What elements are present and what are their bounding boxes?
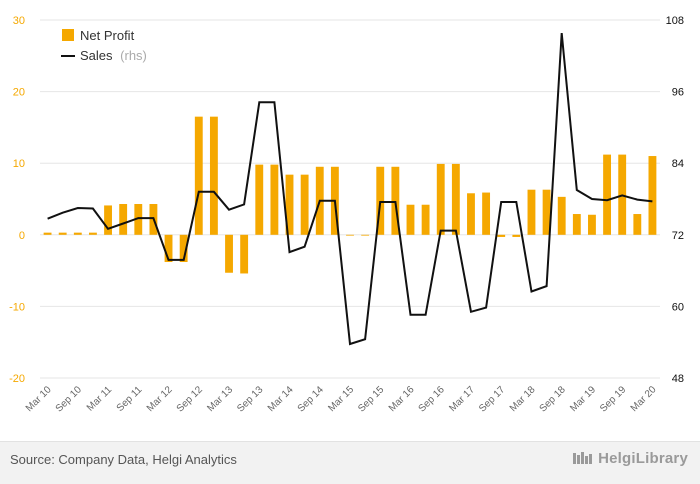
net-profit-bar [437, 164, 445, 235]
legend-label-sales: Sales [80, 48, 113, 63]
net-profit-bar [89, 233, 97, 235]
left-tick-label: -10 [9, 301, 25, 313]
net-profit-bar [255, 165, 263, 235]
x-tick-label: Sep 14 [296, 384, 326, 414]
net-profit-bar [573, 214, 581, 235]
net-profit-bar [512, 235, 520, 237]
left-tick-label: 0 [19, 230, 25, 242]
net-profit-bar [210, 117, 218, 235]
legend-label-sales-group: Sales (rhs) [80, 48, 147, 63]
legend-label-net-profit: Net Profit [80, 28, 135, 43]
source-note: Source: Company Data, Helgi Analytics [10, 452, 237, 467]
brand-name: HelgiLibrary [598, 450, 688, 467]
net-profit-bar [240, 235, 248, 274]
net-profit-bar [104, 205, 112, 234]
right-tick-label: 96 [672, 87, 684, 99]
right-tick-label: 60 [672, 301, 684, 313]
x-tick-label: Mar 20 [629, 384, 659, 414]
x-tick-label: Mar 13 [205, 384, 235, 414]
x-tick-label: Sep 10 [54, 384, 84, 414]
right-axis-ticks: 48 60 72 84 96 108 [666, 15, 684, 385]
left-axis-ticks: -20 -10 0 10 20 30 [9, 15, 25, 385]
net-profit-bar [195, 117, 203, 235]
x-tick-label: Mar 11 [85, 384, 115, 414]
right-tick-label: 84 [672, 158, 684, 170]
legend: Net Profit Sales (rhs) [61, 28, 147, 63]
sales-line-path [48, 33, 653, 344]
legend-label-sales-suffix: (rhs) [120, 48, 147, 63]
x-tick-label: Mar 17 [447, 384, 477, 414]
left-tick-label: 20 [13, 87, 25, 99]
left-tick-label: 10 [13, 158, 25, 170]
net-profit-bar [44, 233, 52, 235]
sales-line [48, 33, 653, 344]
x-tick-label: Mar 12 [145, 384, 175, 414]
x-tick-label: Mar 19 [568, 384, 598, 414]
x-tick-label: Sep 13 [235, 384, 265, 414]
net-profit-bar [588, 215, 596, 235]
net-profit-bar [452, 164, 460, 235]
x-tick-label: Sep 19 [598, 384, 628, 414]
net-profit-bar [528, 190, 536, 235]
x-tick-label: Mar 10 [24, 384, 54, 414]
net-profit-bar [422, 205, 430, 235]
gridlines [40, 20, 660, 378]
x-tick-label: Mar 15 [326, 384, 356, 414]
x-tick-label: Mar 18 [508, 384, 538, 414]
net-profit-bar [633, 214, 641, 235]
right-tick-label: 72 [672, 230, 684, 242]
net-profit-bar [119, 204, 127, 235]
net-profit-bar [59, 233, 67, 235]
net-profit-bar [301, 175, 309, 235]
x-tick-label: Sep 15 [356, 384, 386, 414]
legend-swatch-net-profit [62, 29, 74, 41]
net-profit-bar [270, 165, 278, 235]
net-profit-bar [407, 205, 415, 235]
net-profit-bar [74, 233, 82, 235]
x-tick-label: Mar 16 [387, 384, 417, 414]
net-profit-bar [482, 193, 490, 235]
net-profit-bar [558, 197, 566, 235]
right-tick-label: 48 [672, 373, 684, 385]
right-tick-label: 108 [666, 15, 684, 27]
net-profit-bar [603, 155, 611, 235]
x-tick-label: Sep 18 [538, 384, 568, 414]
x-tick-label: Mar 14 [266, 384, 296, 414]
net-profit-bar [361, 235, 369, 236]
net-profit-bar [225, 235, 233, 273]
left-tick-label: 30 [13, 15, 25, 27]
net-profit-bar [467, 193, 475, 235]
net-profit-bar [649, 156, 657, 235]
x-tick-label: Sep 11 [115, 384, 145, 414]
brand-logo: HelgiLibrary [572, 450, 688, 467]
library-icon [572, 451, 594, 465]
net-profit-bar [497, 235, 505, 237]
net-profit-bar [346, 235, 354, 236]
x-tick-label: Sep 12 [175, 384, 205, 414]
net-profit-bars [44, 117, 657, 274]
x-tick-label: Sep 16 [417, 384, 447, 414]
footer: Source: Company Data, Helgi Analytics He… [0, 441, 700, 484]
x-tick-label: Sep 17 [477, 384, 507, 414]
left-tick-label: -20 [9, 373, 25, 385]
